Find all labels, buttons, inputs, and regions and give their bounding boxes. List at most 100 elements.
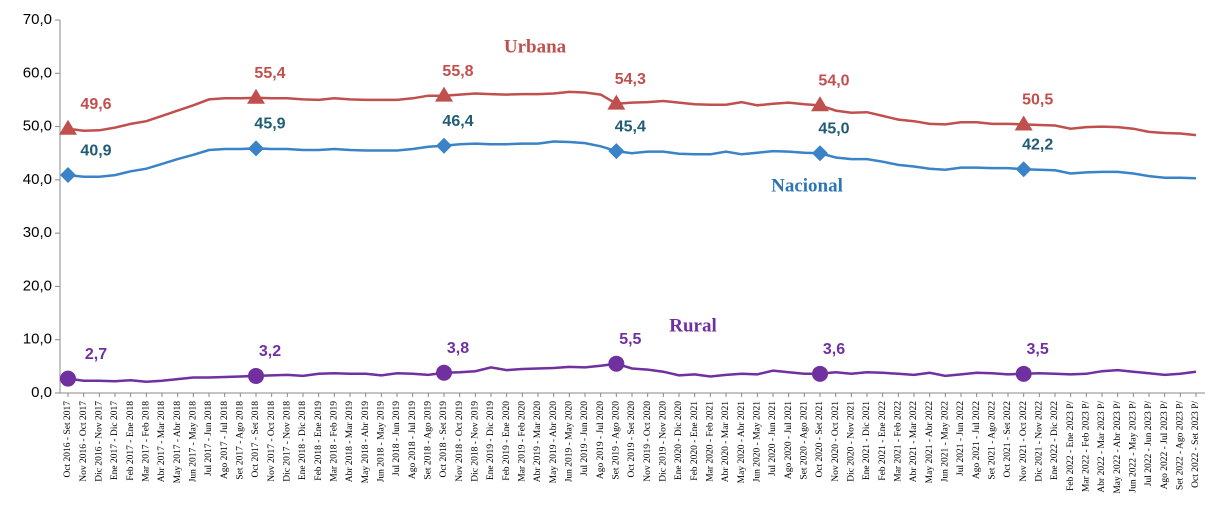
marker xyxy=(812,365,828,382)
marker xyxy=(60,370,76,387)
marker xyxy=(1014,115,1033,131)
x-tick-label: Jul 2018 - Jun 2019 xyxy=(392,401,402,476)
x-tick-label: Ene 2019 - Dic 2019 xyxy=(486,401,496,480)
data-label: 54,3 xyxy=(615,71,646,88)
x-tick-label: Jul 2021 - Jun 2022 xyxy=(956,401,966,476)
x-tick-label: Oct 2018 - Set 2019 xyxy=(439,401,449,478)
y-tick-label: 10,0 xyxy=(23,331,52,348)
marker xyxy=(247,88,265,104)
data-label: 49,6 xyxy=(80,96,111,113)
x-tick-label: Mar 2022 - Feb 2023 P/ xyxy=(1082,401,1092,492)
x-tick-label: Oct 2017 - Set 2018 xyxy=(251,401,261,478)
x-tick-label: Ene 2021 - Dic 2021 xyxy=(862,401,872,480)
x-tick-label: Oct 2016 - Set 2017 xyxy=(63,401,73,478)
x-tick-label: Nov 2020 - Oct 2021 xyxy=(831,401,841,482)
y-tick-label: 50,0 xyxy=(23,118,52,135)
marker xyxy=(811,96,829,112)
x-tick-label: May 2020 - Abr 2021 xyxy=(737,401,747,484)
x-tick-label: Dic 2016 - Nov 2017 xyxy=(95,401,105,482)
x-tick-label: Abr 2017 - Mar 2018 xyxy=(157,401,167,483)
x-tick-label: Mar 2017 - Feb 2018 xyxy=(142,401,152,482)
y-tick-label: 70,0 xyxy=(23,11,52,28)
x-tick-label: Nov 2018 - Oct 2019 xyxy=(455,401,465,482)
x-tick-label: Oct 2019 - Set 2020 xyxy=(627,401,637,478)
x-tick-label: Abr 2021 - Mar 2022 xyxy=(909,401,919,483)
marker xyxy=(607,94,626,110)
data-label: 50,5 xyxy=(1022,92,1053,109)
x-tick-label: Jun 2022 - May 2023 P/ xyxy=(1129,401,1139,493)
x-tick-label: Feb 2022 - Ene 2023 P/ xyxy=(1066,401,1076,491)
x-tick-label: May 2018 - Abr 2019 xyxy=(361,401,371,484)
x-tick-label: Oct 2021 - Set 2022 xyxy=(1003,401,1013,478)
data-label: 55,4 xyxy=(254,65,285,82)
marker xyxy=(248,140,264,157)
series-name: Nacional xyxy=(771,175,843,196)
x-tick-label: Nov 2017 - Oct 2018 xyxy=(267,401,277,482)
x-tick-label: Set 2019 - Ago 2020 xyxy=(612,401,622,480)
data-label: 3,6 xyxy=(823,341,845,358)
x-tick-label: Jul 2017 - Jun 2018 xyxy=(204,401,214,476)
data-label: 40,9 xyxy=(80,142,111,159)
data-label: 3,8 xyxy=(447,340,469,357)
x-tick-label: Abr 2018 - Mar 2019 xyxy=(345,401,355,483)
x-tick-label: Ago 2019 - Jul 2020 xyxy=(596,401,606,479)
x-tick-label: Nov 2021 - Oct 2022 xyxy=(1019,401,1029,482)
x-tick-label: Abr 2020 - Mar 2021 xyxy=(721,401,731,483)
x-tick-label: Abr 2019 - Mar 2020 xyxy=(533,401,543,483)
data-label: 54,0 xyxy=(818,72,849,89)
x-tick-label: May 2019 - Abr 2020 xyxy=(549,401,559,484)
y-tick-label: 20,0 xyxy=(23,277,52,294)
x-tick-label: Dic 2021 - Nov 2022 xyxy=(1035,401,1045,482)
x-tick-label: Mar 2019 - Feb 2020 xyxy=(518,401,528,482)
x-tick-label: Nov 2019 - Oct 2020 xyxy=(643,401,653,482)
x-tick-label: Feb 2019 - Ene 2020 xyxy=(502,401,512,481)
x-tick-label: Ago 2018 - Jul 2019 xyxy=(408,401,418,479)
y-tick-label: 30,0 xyxy=(23,224,52,241)
x-tick-label: Feb 2020 - Ene 2021 xyxy=(690,401,700,481)
marker xyxy=(1015,365,1032,382)
x-tick-label: Mar 2021 - Feb 2022 xyxy=(894,401,904,482)
x-tick-label: Ene 2017 - Dic 2017 xyxy=(110,401,120,480)
data-label: 3,5 xyxy=(1027,341,1049,358)
x-tick-label: Abr 2022 - Mar 2023 P/ xyxy=(1097,401,1107,493)
x-tick-label: Dic 2020 - Nov 2021 xyxy=(847,401,857,482)
marker xyxy=(436,364,452,381)
y-tick-label: 60,0 xyxy=(23,64,52,81)
marker xyxy=(1015,161,1032,178)
x-tick-label: Feb 2018 - Ene 2019 xyxy=(314,401,324,481)
x-tick-label: Oct 2022 - Set 2023 P/ xyxy=(1191,401,1201,488)
series-name: Urbana xyxy=(504,36,567,57)
x-tick-label: Dic 2017 - Nov 2018 xyxy=(283,401,293,482)
x-tick-label: Jul 2022 - Jun 2023 P/ xyxy=(1144,401,1154,487)
data-label: 3,2 xyxy=(259,343,281,360)
x-tick-label: Jul 2020 - Jun 2021 xyxy=(768,401,778,476)
data-label: 5,5 xyxy=(619,331,641,348)
marker xyxy=(436,137,452,154)
x-tick-label: Jun 2018 - May 2019 xyxy=(377,401,387,483)
marker xyxy=(60,167,76,184)
marker xyxy=(608,355,625,372)
marker xyxy=(608,143,625,160)
x-tick-label: Ago 2017 - Jul 2018 xyxy=(220,401,230,479)
x-tick-label: Feb 2017 - Ene 2018 xyxy=(126,401,136,481)
marker xyxy=(248,367,264,384)
x-tick-label: Ene 2020 - Dic 2020 xyxy=(674,401,684,480)
x-tick-label: Set 2017 - Ago 2018 xyxy=(236,401,246,480)
x-tick-label: Jun 2017 - May 2018 xyxy=(189,401,199,483)
x-tick-label: May 2021 - Abr 2022 xyxy=(925,401,935,484)
data-label: 55,8 xyxy=(442,63,473,80)
marker xyxy=(435,86,453,102)
x-tick-label: Ago 2021 - Jul 2022 xyxy=(972,401,982,479)
marker xyxy=(59,119,77,135)
y-tick-label: 0,0 xyxy=(31,384,52,401)
x-tick-label: May 2017 - Abr 2018 xyxy=(173,401,183,484)
data-label: 46,4 xyxy=(442,113,473,130)
data-label: 2,7 xyxy=(85,346,107,363)
x-tick-label: Jul 2019 - Jun 2020 xyxy=(580,401,590,476)
x-tick-label: Set 2021 - Ago 2022 xyxy=(988,401,998,480)
y-tick-label: 40,0 xyxy=(23,171,52,188)
x-tick-label: Dic 2018 - Nov 2019 xyxy=(471,401,481,482)
x-tick-label: Ene 2022 - Dic 2022 xyxy=(1050,401,1060,480)
x-tick-label: Oct 2020 - Set 2021 xyxy=(815,401,825,478)
